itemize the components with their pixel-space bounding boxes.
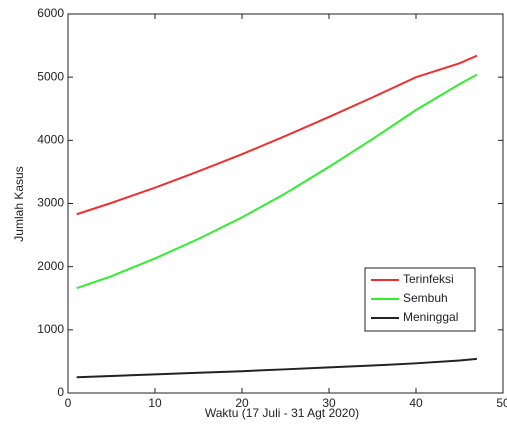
x-tick-label: 10 — [148, 396, 162, 410]
series-line — [76, 54, 478, 216]
x-tick-label: 40 — [409, 396, 423, 410]
x-tick-label: 30 — [322, 396, 336, 410]
y-tick-label: 1000 — [37, 322, 64, 336]
legend-box — [364, 267, 476, 332]
x-tick-label: 20 — [235, 396, 249, 410]
y-tick-label: 4000 — [37, 133, 64, 147]
series-line — [76, 357, 477, 379]
y-tick-label: 5000 — [37, 69, 64, 83]
legend-label: Sembuh — [403, 291, 448, 305]
legend-label: Meninggal — [403, 310, 458, 324]
series-line — [76, 73, 478, 290]
x-tick-label: 50 — [496, 396, 507, 410]
y-tick-label: 3000 — [37, 196, 64, 210]
legend-label: Terinfeksi — [403, 272, 454, 286]
x-tick-label: 0 — [65, 396, 72, 410]
y-axis-label: Jumlah Kasus — [12, 166, 26, 241]
x-axis-label: Waktu (17 Juli - 31 Agt 2020) — [205, 406, 359, 420]
y-tick-label: 0 — [57, 385, 64, 399]
y-tick-label: 2000 — [37, 259, 64, 273]
y-tick-label: 6000 — [37, 6, 64, 20]
